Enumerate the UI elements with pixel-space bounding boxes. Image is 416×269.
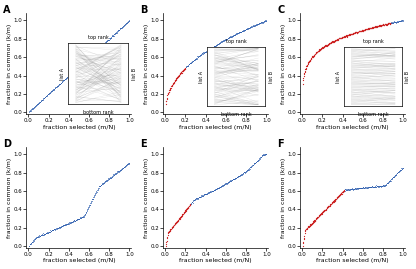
- Text: A: A: [3, 5, 11, 15]
- Text: E: E: [140, 139, 147, 149]
- Y-axis label: fraction in common (k/m): fraction in common (k/m): [144, 157, 149, 238]
- Text: C: C: [277, 5, 284, 15]
- X-axis label: fraction selected (m/N): fraction selected (m/N): [316, 259, 389, 263]
- Text: D: D: [3, 139, 11, 149]
- X-axis label: fraction selected (m/N): fraction selected (m/N): [42, 259, 115, 263]
- Y-axis label: fraction in common (k/m): fraction in common (k/m): [281, 157, 286, 238]
- X-axis label: fraction selected (m/N): fraction selected (m/N): [316, 125, 389, 130]
- Y-axis label: fraction in common (k/m): fraction in common (k/m): [7, 23, 12, 104]
- X-axis label: fraction selected (m/N): fraction selected (m/N): [179, 259, 252, 263]
- Y-axis label: fraction in common (k/m): fraction in common (k/m): [144, 23, 149, 104]
- Text: B: B: [140, 5, 148, 15]
- Y-axis label: fraction in common (k/m): fraction in common (k/m): [7, 157, 12, 238]
- X-axis label: fraction selected (m/N): fraction selected (m/N): [42, 125, 115, 130]
- X-axis label: fraction selected (m/N): fraction selected (m/N): [179, 125, 252, 130]
- Y-axis label: fraction in common (k/m): fraction in common (k/m): [281, 23, 286, 104]
- Text: F: F: [277, 139, 284, 149]
